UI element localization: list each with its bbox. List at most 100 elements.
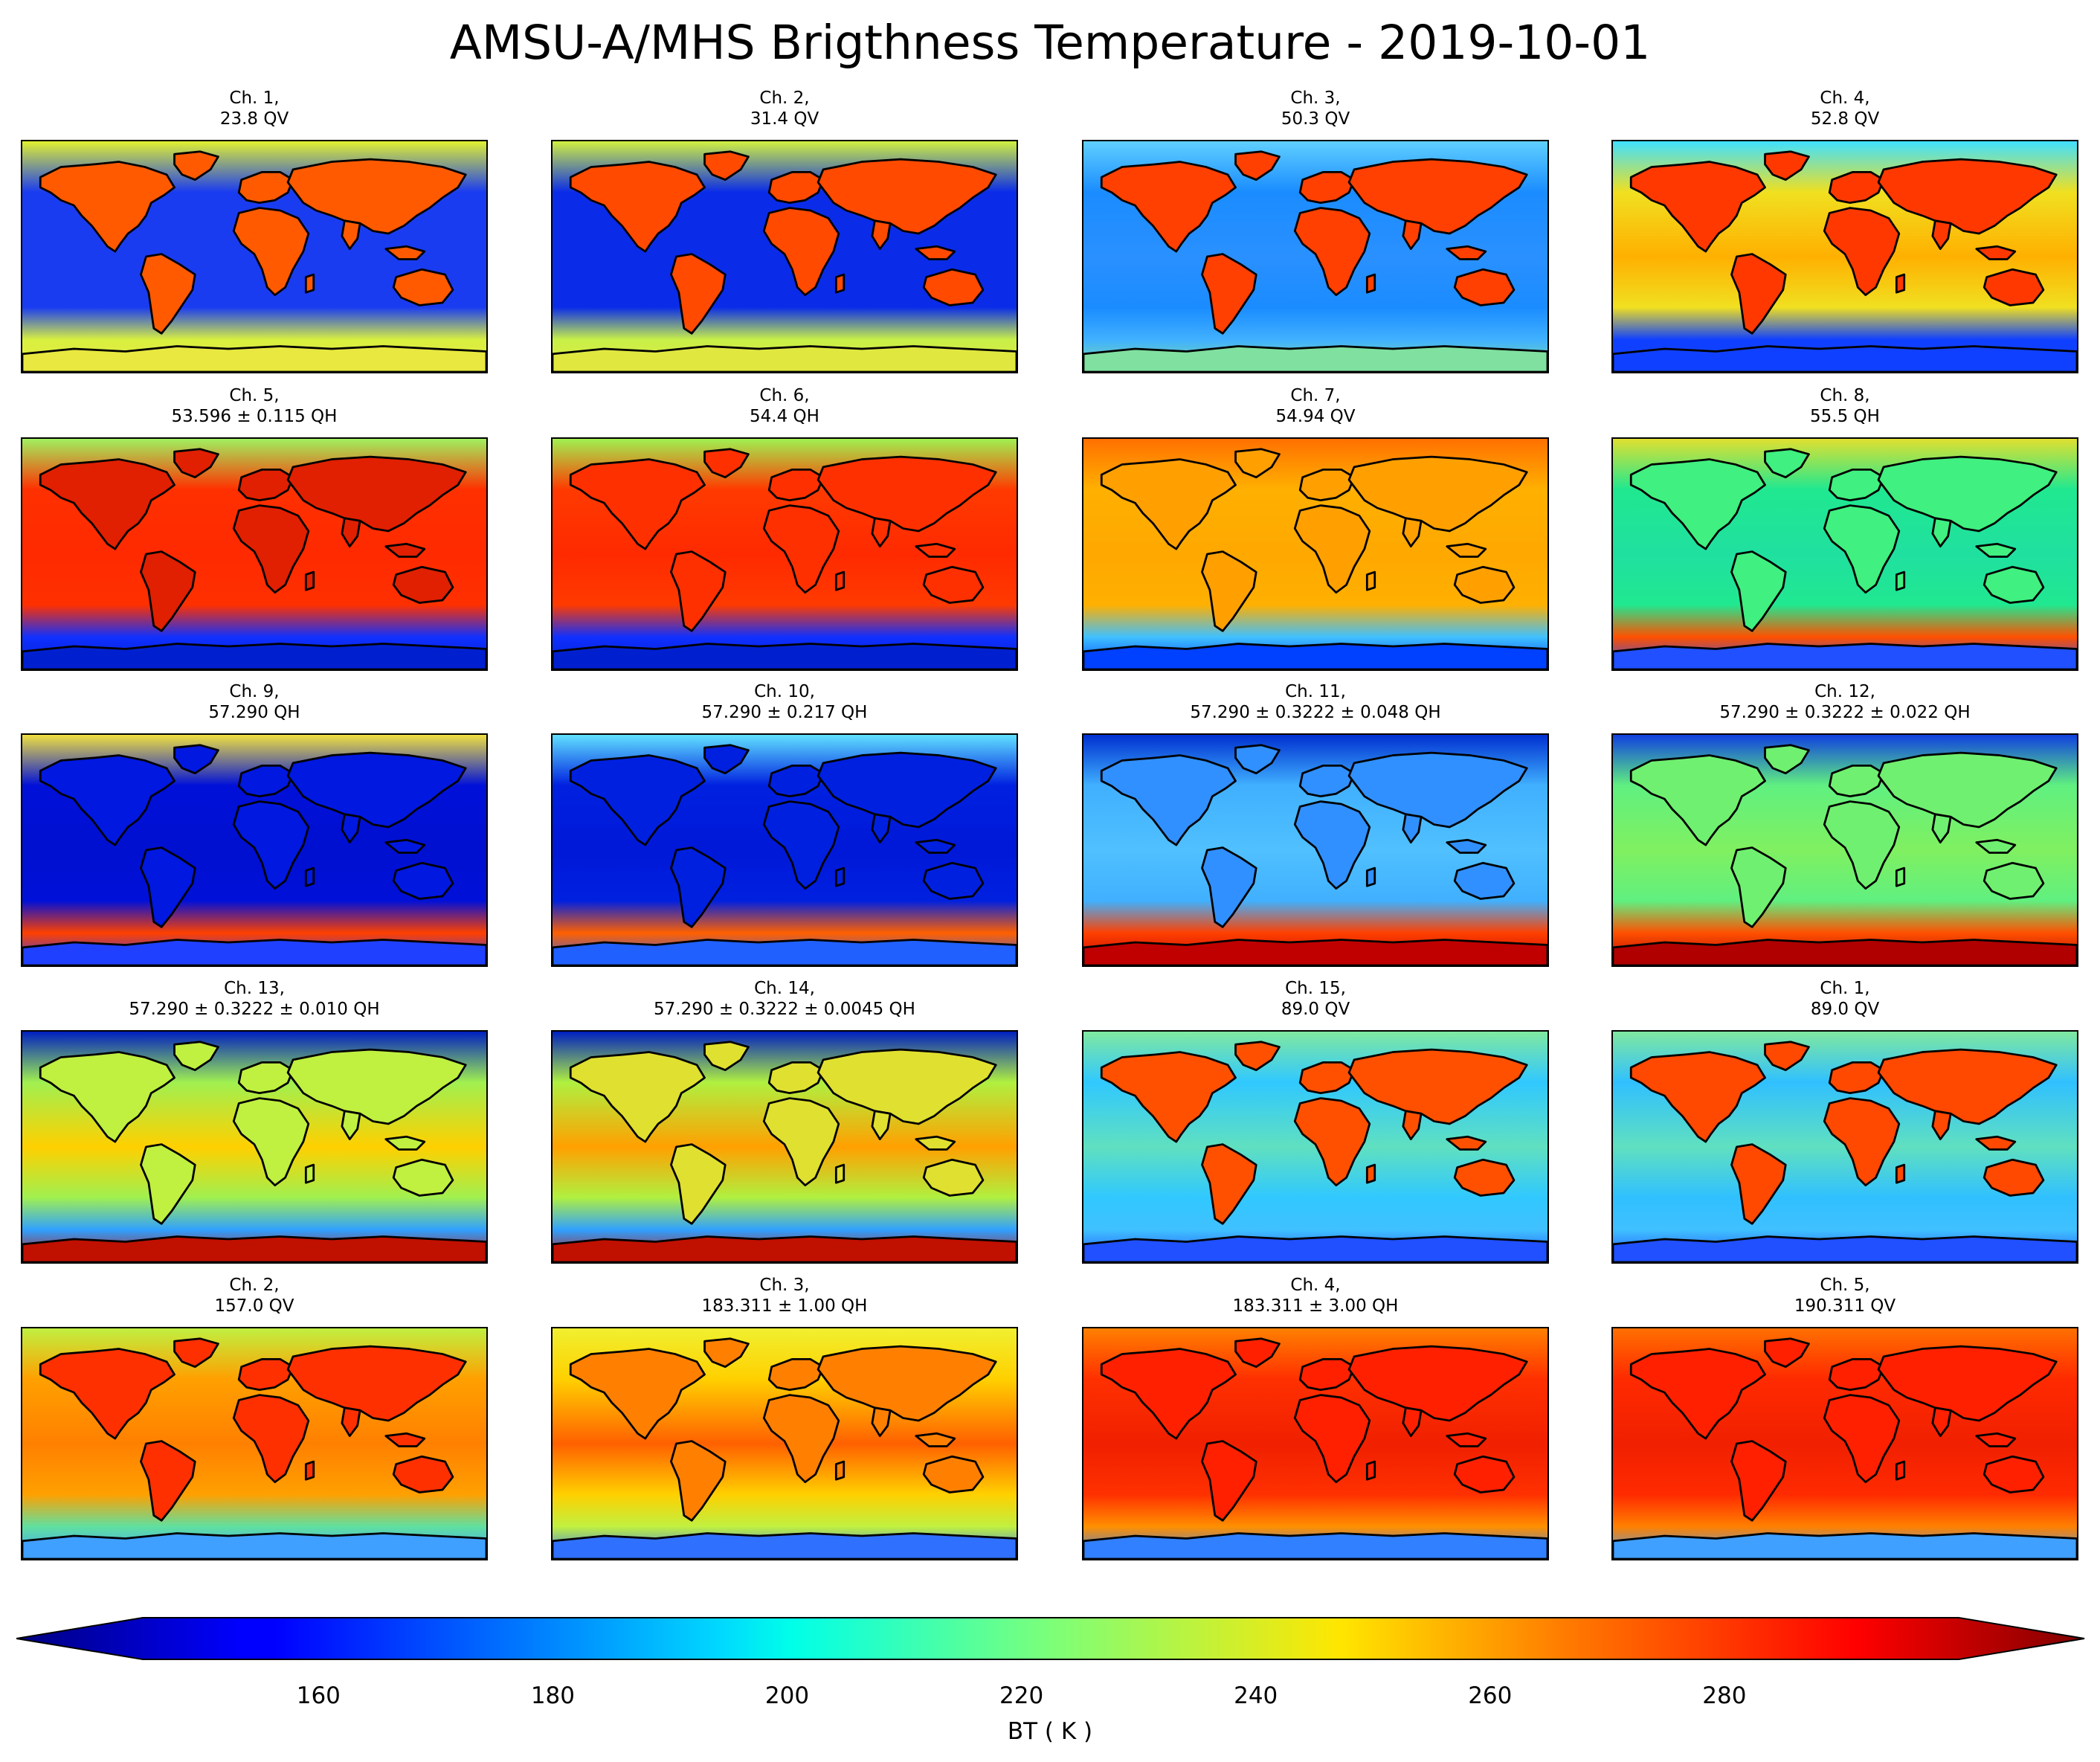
coastline xyxy=(703,1337,750,1369)
world-map xyxy=(553,1328,1017,1559)
antarctica-outline xyxy=(553,345,1017,372)
coastline xyxy=(286,1345,467,1422)
coastline xyxy=(834,1163,846,1184)
chart-title: AMSU-A/MHS Brigthness Temperature - 2019… xyxy=(449,16,1651,70)
coastline xyxy=(286,1048,467,1125)
coastline xyxy=(871,813,892,844)
coastline xyxy=(392,1158,454,1197)
coastline xyxy=(304,273,315,294)
coastline xyxy=(670,846,727,928)
colorbar-tick-label: 200 xyxy=(764,1682,810,1709)
map-panel xyxy=(1082,437,1549,671)
coastline xyxy=(817,158,997,235)
colorbar xyxy=(16,1617,2085,1660)
coastline xyxy=(1402,1110,1423,1141)
coastline xyxy=(1234,150,1281,181)
colorbar-tick-label: 260 xyxy=(1468,1682,1513,1709)
panel-channel-label: Ch. 3, xyxy=(1290,89,1341,108)
coastline xyxy=(1402,219,1423,251)
coastline xyxy=(762,504,840,594)
map-panel xyxy=(1611,140,2078,373)
coastline xyxy=(1983,268,2045,306)
world-map xyxy=(22,1032,486,1262)
antarctica-outline xyxy=(1083,1532,1547,1559)
coastline xyxy=(703,1041,750,1072)
panel-frequency-label: 52.8 QV xyxy=(1810,109,1880,129)
panel-frequency-label: 53.596 ± 0.115 QH xyxy=(171,407,338,426)
coastline xyxy=(384,542,426,558)
panel-frequency-label: 89.0 QV xyxy=(1281,1000,1350,1019)
world-map xyxy=(1613,735,2077,965)
coastline xyxy=(1823,1097,1901,1187)
coastline xyxy=(237,468,294,502)
coastline xyxy=(1298,1357,1356,1392)
coastline xyxy=(1100,1348,1237,1440)
map-panel xyxy=(551,1327,1018,1560)
coastline xyxy=(922,1158,985,1197)
panel-channel-label: Ch. 12, xyxy=(1814,682,1875,701)
coastline xyxy=(834,273,846,294)
coastline xyxy=(173,1041,219,1072)
coastline xyxy=(1764,1337,1810,1369)
panel-frequency-label: 57.290 ± 0.217 QH xyxy=(701,703,868,722)
coastline xyxy=(237,1357,294,1392)
world-map xyxy=(1083,1328,1547,1559)
coastline xyxy=(1234,448,1281,479)
coastline xyxy=(1895,1163,1906,1184)
coastline xyxy=(915,1135,956,1151)
coastline xyxy=(1453,1158,1516,1197)
panel-title: Ch. 7, 54.94 QV xyxy=(1078,385,1553,427)
coastline xyxy=(286,455,467,533)
world-map xyxy=(1083,141,1547,372)
panel-channel-label: Ch. 11, xyxy=(1285,682,1346,701)
antarctica-outline xyxy=(1613,345,2077,372)
antarctica-outline xyxy=(1613,643,2077,669)
map-panel xyxy=(551,1030,1018,1264)
panel-title: Ch. 15, 89.0 QV xyxy=(1078,978,1553,1020)
coastline xyxy=(39,754,175,846)
coastline xyxy=(915,245,956,260)
coastline xyxy=(392,565,454,604)
colorbar-tick-label: 160 xyxy=(296,1682,341,1709)
coastline xyxy=(173,1337,219,1369)
panel-title: Ch. 4, 183.311 ± 3.00 QH xyxy=(1078,1275,1553,1316)
coastline xyxy=(140,253,196,335)
coastline xyxy=(140,550,196,632)
antarctica-outline xyxy=(22,643,486,669)
world-map xyxy=(1613,1328,2077,1559)
coastline xyxy=(1347,751,1528,829)
coastline xyxy=(670,1440,727,1522)
coastline xyxy=(767,1061,825,1095)
coastline xyxy=(1975,838,2017,854)
coastline xyxy=(922,861,985,900)
panel-channel-label: Ch. 9, xyxy=(229,682,280,701)
world-map xyxy=(1083,1032,1547,1262)
panel-channel-label: Ch. 1, xyxy=(229,89,280,108)
coastline xyxy=(1730,1143,1787,1225)
coastline xyxy=(1298,170,1356,205)
coastline xyxy=(1402,517,1423,548)
antarctica-outline xyxy=(1083,1235,1547,1262)
panel-title: Ch. 12, 57.290 ± 0.3222 ± 0.022 QH xyxy=(1607,681,2083,723)
coastline xyxy=(1975,245,2017,260)
panel-channel-label: Ch. 10, xyxy=(754,682,815,701)
world-map xyxy=(22,735,486,965)
panel-title: Ch. 11, 57.290 ± 0.3222 ± 0.048 QH xyxy=(1078,681,1553,723)
coastline xyxy=(1201,253,1257,335)
panel-frequency-label: 57.290 QH xyxy=(208,703,300,722)
panel-frequency-label: 190.311 QV xyxy=(1794,1296,1896,1316)
coastline xyxy=(1931,1110,1952,1141)
antarctica-outline xyxy=(553,1532,1017,1559)
panel-title: Ch. 4, 52.8 QV xyxy=(1607,88,2083,129)
coastline xyxy=(1931,219,1952,251)
coastline xyxy=(384,245,426,260)
antarctica-outline xyxy=(1613,939,2077,965)
coastline xyxy=(286,158,467,235)
coastline xyxy=(1931,1406,1952,1438)
panel-title: Ch. 5, 53.596 ± 0.115 QH xyxy=(16,385,492,427)
map-panel xyxy=(551,140,1018,373)
coastline xyxy=(1446,838,1487,854)
coastline xyxy=(1828,170,1885,205)
coastline xyxy=(1828,764,1885,798)
coastline xyxy=(1828,1061,1885,1095)
